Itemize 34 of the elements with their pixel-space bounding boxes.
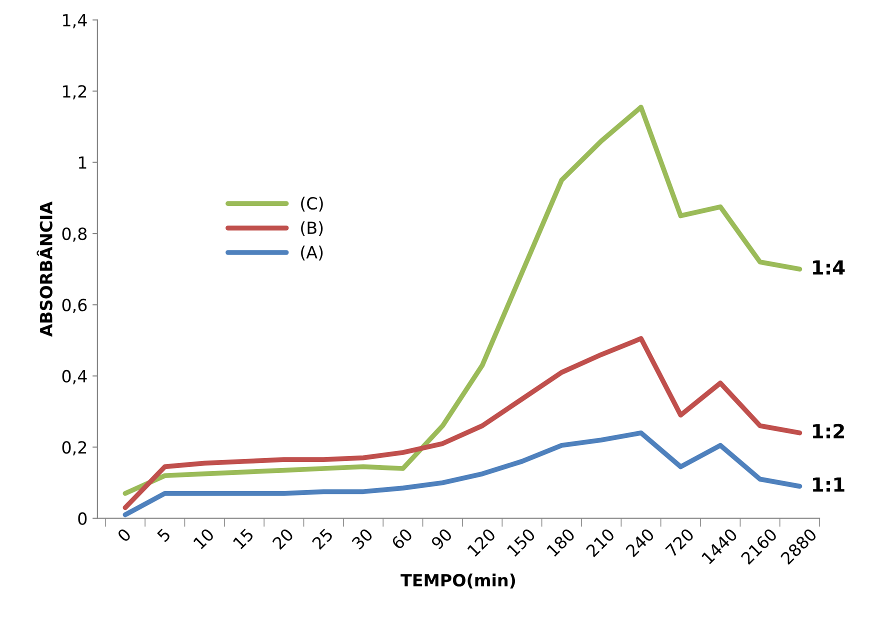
y-tick-label: 1,2 (63, 85, 86, 100)
x-tick-label: 90 (430, 528, 453, 550)
x-tick-label: 20 (272, 528, 294, 550)
x-tick-label: 0 (116, 528, 132, 543)
line-series (122, 104, 802, 496)
x-tick-label: 60 (390, 528, 414, 550)
annotation: 1:2 (813, 424, 844, 438)
x-tick-label: 25 (311, 528, 334, 550)
x-tick-label: 120 (466, 528, 496, 557)
y-tick-label: 1 (78, 156, 86, 169)
line-series (122, 430, 802, 518)
x-tick-label: 210 (585, 528, 616, 558)
x-tick-label: 180 (546, 528, 576, 557)
line-series (122, 336, 802, 510)
y-tick-label: 0,8 (62, 228, 87, 242)
x-tick-label: 240 (625, 528, 655, 558)
x-tick-label: 30 (351, 528, 374, 550)
x-tick-label: 720 (664, 528, 695, 558)
x-tick-label: 10 (192, 528, 215, 550)
legend-label: (B) (301, 221, 323, 236)
x-tick-label: 15 (232, 528, 254, 550)
annotation: 1:4 (813, 260, 845, 274)
y-tick-label: 0,4 (62, 370, 87, 384)
y-tick-label: 0 (78, 512, 87, 525)
x-tick-label: 150 (506, 528, 536, 557)
annotation: 1:1 (813, 477, 844, 492)
y-tick-label: 0,2 (62, 441, 86, 456)
legend-label: (C) (301, 196, 323, 212)
y-tick-label: 1,4 (63, 14, 87, 28)
y-tick-label: 0,6 (62, 298, 87, 314)
x-axis-title: TEMPO(min) (400, 574, 516, 588)
y-axis-title: ABSORBÂNCIA (36, 201, 52, 337)
legend-label: (A) (301, 246, 323, 261)
x-tick-label: 5 (156, 528, 172, 542)
